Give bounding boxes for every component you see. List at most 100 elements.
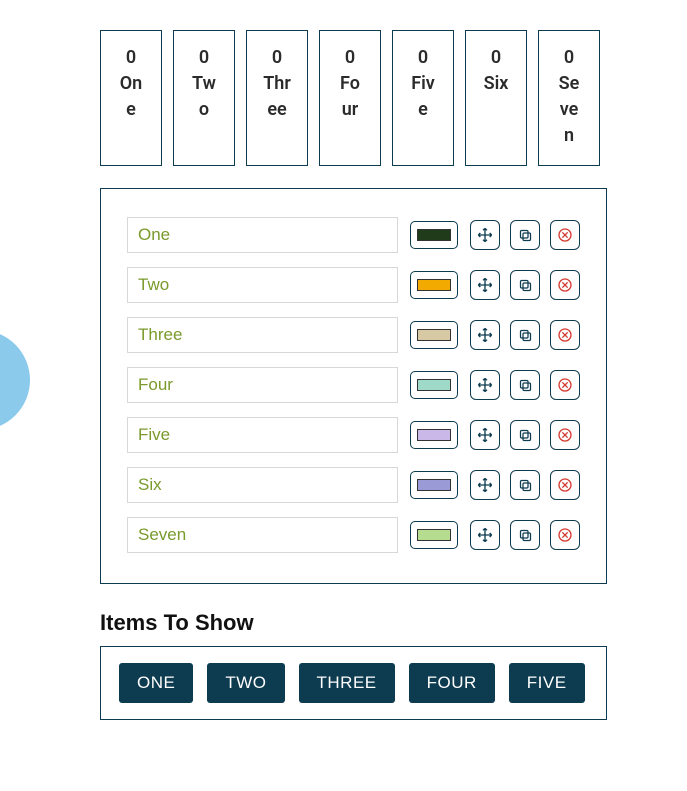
move-button[interactable] xyxy=(470,420,500,450)
color-swatch xyxy=(417,479,451,491)
duplicate-button[interactable] xyxy=(510,270,540,300)
top-box-label: Seven xyxy=(555,71,583,149)
move-icon xyxy=(477,427,493,443)
decorative-arc xyxy=(0,330,30,430)
top-box-count: 0 xyxy=(324,45,376,71)
top-box-count: 0 xyxy=(470,45,522,71)
show-item-button[interactable]: THREE xyxy=(299,663,395,703)
top-boxes-row: 0 One 0 Two 0 Three 0 Four 0 Five 0 Six … xyxy=(100,30,607,166)
top-box-count: 0 xyxy=(178,45,230,71)
delete-icon xyxy=(557,327,573,343)
move-icon xyxy=(477,377,493,393)
delete-button[interactable] xyxy=(550,470,580,500)
top-box-label: Three xyxy=(263,71,291,123)
move-icon xyxy=(477,227,493,243)
copy-icon xyxy=(518,478,533,493)
delete-icon xyxy=(557,427,573,443)
move-icon xyxy=(477,477,493,493)
item-row xyxy=(127,367,580,403)
delete-icon xyxy=(557,377,573,393)
top-box: 0 Two xyxy=(173,30,235,166)
item-row xyxy=(127,467,580,503)
color-swatch-button[interactable] xyxy=(410,271,458,299)
copy-icon xyxy=(518,278,533,293)
top-box: 0 One xyxy=(100,30,162,166)
move-button[interactable] xyxy=(470,470,500,500)
top-box-count: 0 xyxy=(397,45,449,71)
duplicate-button[interactable] xyxy=(510,420,540,450)
copy-icon xyxy=(518,428,533,443)
show-item-button[interactable]: TWO xyxy=(207,663,284,703)
items-to-show-panel: ONE TWO THREE FOUR FIVE xyxy=(100,646,607,720)
top-box: 0 Four xyxy=(319,30,381,166)
top-box: 0 Seven xyxy=(538,30,600,166)
delete-button[interactable] xyxy=(550,320,580,350)
color-swatch-button[interactable] xyxy=(410,421,458,449)
move-button[interactable] xyxy=(470,370,500,400)
copy-icon xyxy=(518,328,533,343)
top-box-label: Six xyxy=(482,71,510,97)
color-swatch-button[interactable] xyxy=(410,371,458,399)
duplicate-button[interactable] xyxy=(510,220,540,250)
color-swatch-button[interactable] xyxy=(410,321,458,349)
item-name-input[interactable] xyxy=(127,517,398,553)
item-name-input[interactable] xyxy=(127,367,398,403)
color-swatch-button[interactable] xyxy=(410,471,458,499)
move-button[interactable] xyxy=(470,520,500,550)
top-box-label: Five xyxy=(409,71,437,123)
color-swatch xyxy=(417,529,451,541)
delete-button[interactable] xyxy=(550,520,580,550)
move-icon xyxy=(477,527,493,543)
top-box-count: 0 xyxy=(105,45,157,71)
duplicate-button[interactable] xyxy=(510,320,540,350)
items-editor-panel xyxy=(100,188,607,584)
move-button[interactable] xyxy=(470,320,500,350)
item-row xyxy=(127,417,580,453)
duplicate-button[interactable] xyxy=(510,470,540,500)
delete-button[interactable] xyxy=(550,220,580,250)
move-icon xyxy=(477,327,493,343)
delete-icon xyxy=(557,227,573,243)
show-item-button[interactable]: FIVE xyxy=(509,663,585,703)
item-row xyxy=(127,267,580,303)
delete-button[interactable] xyxy=(550,270,580,300)
top-box-count: 0 xyxy=(251,45,303,71)
top-box-count: 0 xyxy=(543,45,595,71)
move-button[interactable] xyxy=(470,270,500,300)
copy-icon xyxy=(518,228,533,243)
copy-icon xyxy=(518,378,533,393)
top-box-label: Two xyxy=(190,71,218,123)
item-row xyxy=(127,317,580,353)
items-to-show-title: Items To Show xyxy=(100,610,607,636)
show-item-button[interactable]: ONE xyxy=(119,663,193,703)
top-box: 0 Three xyxy=(246,30,308,166)
color-swatch xyxy=(417,279,451,291)
top-box-label: Four xyxy=(336,71,364,123)
top-box: 0 Six xyxy=(465,30,527,166)
top-box: 0 Five xyxy=(392,30,454,166)
top-box-label: One xyxy=(117,71,145,123)
item-name-input[interactable] xyxy=(127,267,398,303)
copy-icon xyxy=(518,528,533,543)
item-row xyxy=(127,217,580,253)
delete-icon xyxy=(557,527,573,543)
delete-icon xyxy=(557,477,573,493)
show-item-button[interactable]: FOUR xyxy=(409,663,495,703)
duplicate-button[interactable] xyxy=(510,520,540,550)
color-swatch xyxy=(417,229,451,241)
color-swatch-button[interactable] xyxy=(410,521,458,549)
delete-button[interactable] xyxy=(550,420,580,450)
color-swatch xyxy=(417,329,451,341)
delete-icon xyxy=(557,277,573,293)
color-swatch xyxy=(417,429,451,441)
delete-button[interactable] xyxy=(550,370,580,400)
duplicate-button[interactable] xyxy=(510,370,540,400)
color-swatch xyxy=(417,379,451,391)
item-row xyxy=(127,517,580,553)
item-name-input[interactable] xyxy=(127,417,398,453)
item-name-input[interactable] xyxy=(127,467,398,503)
color-swatch-button[interactable] xyxy=(410,221,458,249)
item-name-input[interactable] xyxy=(127,217,398,253)
move-button[interactable] xyxy=(470,220,500,250)
item-name-input[interactable] xyxy=(127,317,398,353)
